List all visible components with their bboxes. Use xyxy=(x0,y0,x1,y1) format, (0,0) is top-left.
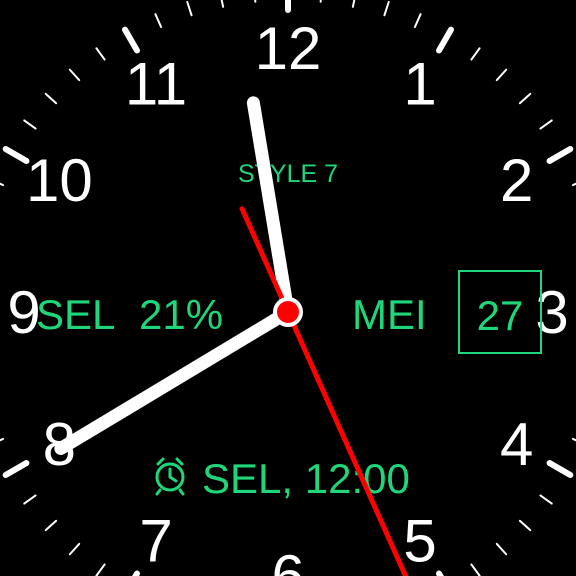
minute-tick xyxy=(572,437,576,442)
minute-tick xyxy=(68,68,81,82)
minute-tick xyxy=(470,47,481,61)
minute-tick xyxy=(383,0,390,17)
minute-tick xyxy=(154,13,163,28)
minute-tick xyxy=(351,0,356,8)
center-cap-inner xyxy=(277,301,299,323)
minute-hand xyxy=(246,96,295,319)
minute-tick xyxy=(23,119,37,130)
date-box xyxy=(458,270,542,354)
minute-tick xyxy=(23,494,37,505)
hour-tick xyxy=(546,460,574,478)
numeral-1: 1 xyxy=(403,50,436,117)
hour-tick xyxy=(436,26,454,54)
numeral-4: 4 xyxy=(500,411,533,478)
battery-day-label: SEL xyxy=(36,291,115,338)
minute-tick xyxy=(539,119,553,130)
minute-tick xyxy=(95,563,106,576)
date-day: 27 xyxy=(477,292,524,339)
second-hand xyxy=(239,206,409,576)
clock-hands xyxy=(54,96,409,576)
hour-tick xyxy=(122,26,140,54)
minute-tick xyxy=(220,0,225,8)
numeral-9: 9 xyxy=(7,279,40,346)
hour-hand xyxy=(54,305,295,455)
minute-tick xyxy=(68,542,81,556)
numeral-7: 7 xyxy=(139,508,172,575)
alarm-clock-icon xyxy=(155,457,185,496)
month-label: MEI xyxy=(352,291,427,338)
minute-tick xyxy=(539,494,553,505)
minute-tick xyxy=(495,68,508,82)
minute-tick xyxy=(470,563,481,576)
minute-tick xyxy=(319,0,322,3)
minute-tick xyxy=(186,0,193,17)
minute-tick xyxy=(95,47,106,61)
alarm-text: SEL, 12:00 xyxy=(202,455,410,502)
numeral-11: 11 xyxy=(125,50,187,117)
hour-tick xyxy=(2,460,30,478)
minute-tick xyxy=(44,92,58,105)
minute-tick xyxy=(495,542,508,556)
style-label: STYLE 7 xyxy=(238,160,338,188)
hour-tick xyxy=(546,146,574,164)
hour-tick xyxy=(2,146,30,164)
minute-tick xyxy=(44,519,58,532)
numeral-12: 12 xyxy=(255,15,322,82)
minute-tick xyxy=(518,92,532,105)
minute-tick xyxy=(0,437,4,442)
minute-tick xyxy=(254,0,257,3)
numeral-5: 5 xyxy=(403,508,436,575)
numeral-6: 6 xyxy=(271,543,304,576)
battery-percent: 21% xyxy=(139,291,223,338)
minute-tick xyxy=(413,13,422,28)
minute-tick xyxy=(572,182,576,187)
minute-tick xyxy=(518,519,532,532)
numeral-2: 2 xyxy=(500,147,533,214)
minute-tick xyxy=(0,182,4,187)
numeral-10: 10 xyxy=(26,147,93,214)
